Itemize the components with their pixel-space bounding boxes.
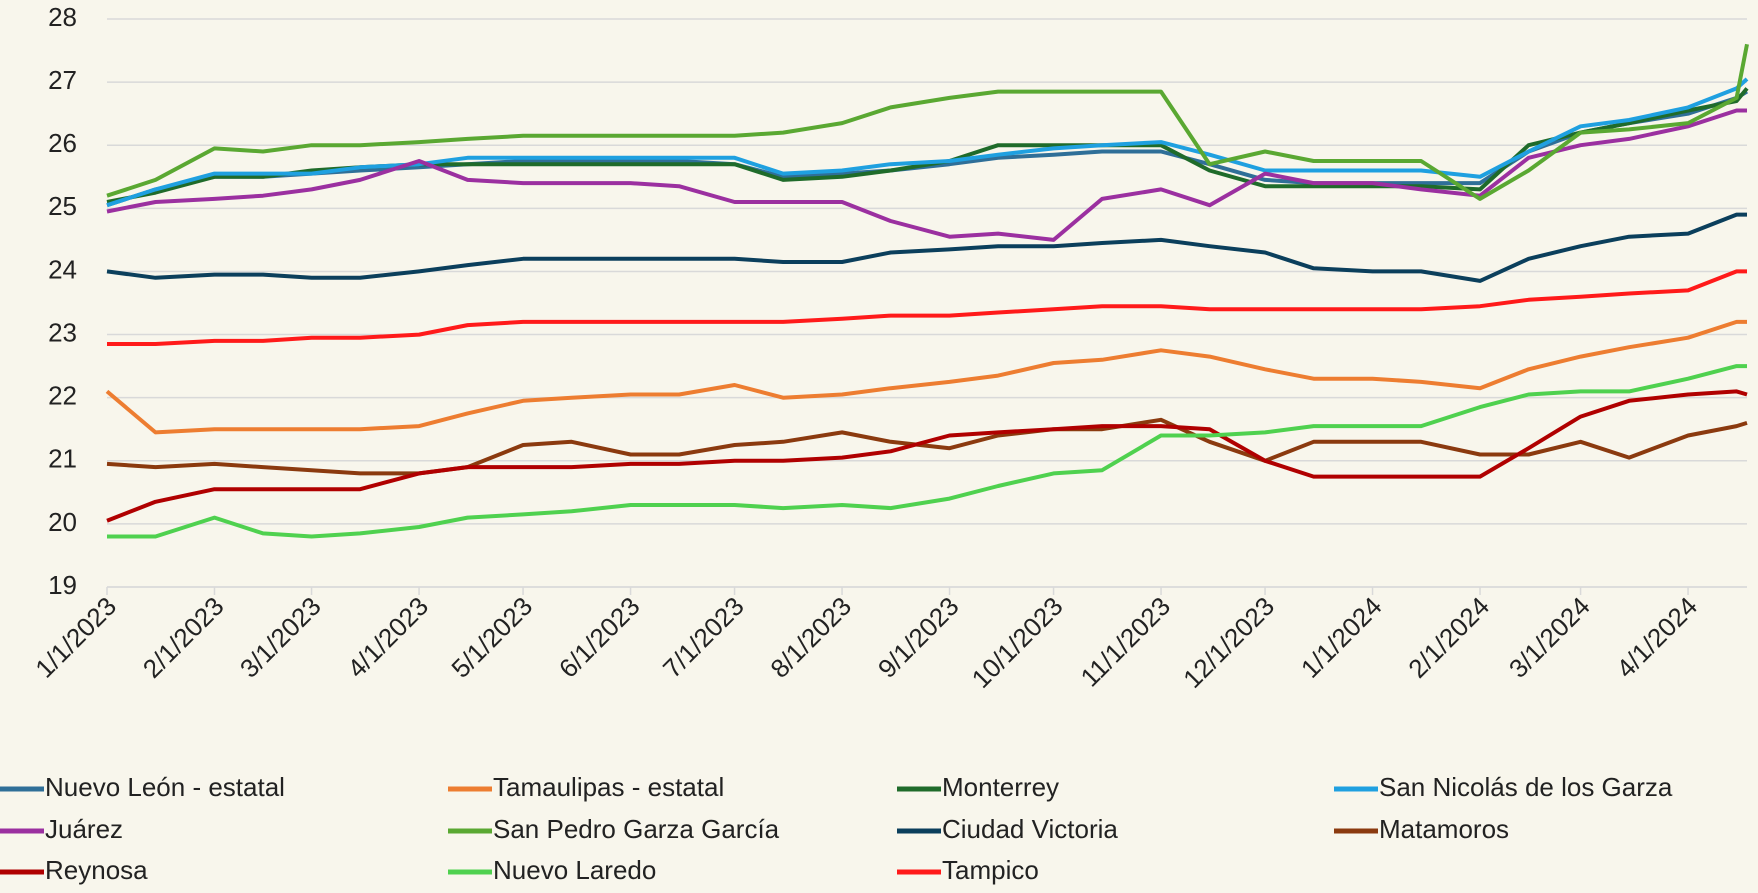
x-tick-label: 4/1/2023	[341, 591, 434, 684]
data-line	[106, 389, 1748, 523]
y-tick-label: 28	[48, 2, 77, 32]
y-tick-label: 24	[48, 254, 77, 284]
data-line	[106, 108, 1747, 242]
data-line	[107, 364, 1747, 539]
legend-label: Monterrey	[942, 772, 1059, 802]
y-tick-label: 23	[48, 317, 77, 347]
x-tick-label: 9/1/2023	[872, 591, 965, 684]
data-line	[106, 77, 1749, 208]
x-tick-label: 1/1/2024	[1295, 591, 1388, 684]
legend-label: Ciudad Victoria	[942, 814, 1118, 844]
x-tick-label: 3/1/2024	[1503, 591, 1596, 684]
data-line	[105, 319, 1747, 435]
x-tick-label: 2/1/2024	[1402, 591, 1495, 684]
data-line	[106, 212, 1747, 283]
y-tick-label: 21	[48, 444, 77, 474]
y-tick-label: 25	[48, 191, 77, 221]
y-tick-label: 26	[48, 128, 77, 158]
legend-label: San Pedro Garza García	[493, 814, 780, 844]
x-tick-label: 7/1/2023	[657, 591, 750, 684]
x-tick-label: 5/1/2023	[445, 591, 538, 684]
x-tick-label: 4/1/2024	[1610, 591, 1703, 684]
legend-label: Tamaulipas - estatal	[493, 772, 724, 802]
legend-label: Matamoros	[1379, 814, 1509, 844]
data-line	[106, 417, 1748, 476]
x-tick-label: 6/1/2023	[553, 591, 646, 684]
x-tick-label: 8/1/2023	[764, 591, 857, 684]
x-tick-label: 3/1/2023	[234, 591, 327, 684]
y-tick-label: 27	[48, 65, 77, 95]
legend-label: Nuevo Laredo	[493, 855, 656, 885]
legend-label: Reynosa	[45, 855, 148, 885]
y-tick-label: 22	[48, 381, 77, 411]
legend-label: San Nicolás de los Garza	[1379, 772, 1673, 802]
x-tick-label: 1/1/2023	[29, 591, 122, 684]
x-tick-label: 12/1/2023	[1177, 591, 1280, 694]
y-tick-label: 20	[48, 507, 77, 537]
legend-label: Tampico	[942, 855, 1039, 885]
y-tick-label: 19	[48, 570, 77, 600]
data-line	[106, 43, 1749, 201]
x-tick-label: 10/1/2023	[966, 591, 1069, 694]
legend-label: Juárez	[45, 814, 123, 844]
data-line	[107, 269, 1747, 346]
x-tick-label: 11/1/2023	[1074, 591, 1176, 693]
x-tick-label: 2/1/2023	[137, 591, 230, 684]
legend-label: Nuevo León - estatal	[45, 772, 285, 802]
